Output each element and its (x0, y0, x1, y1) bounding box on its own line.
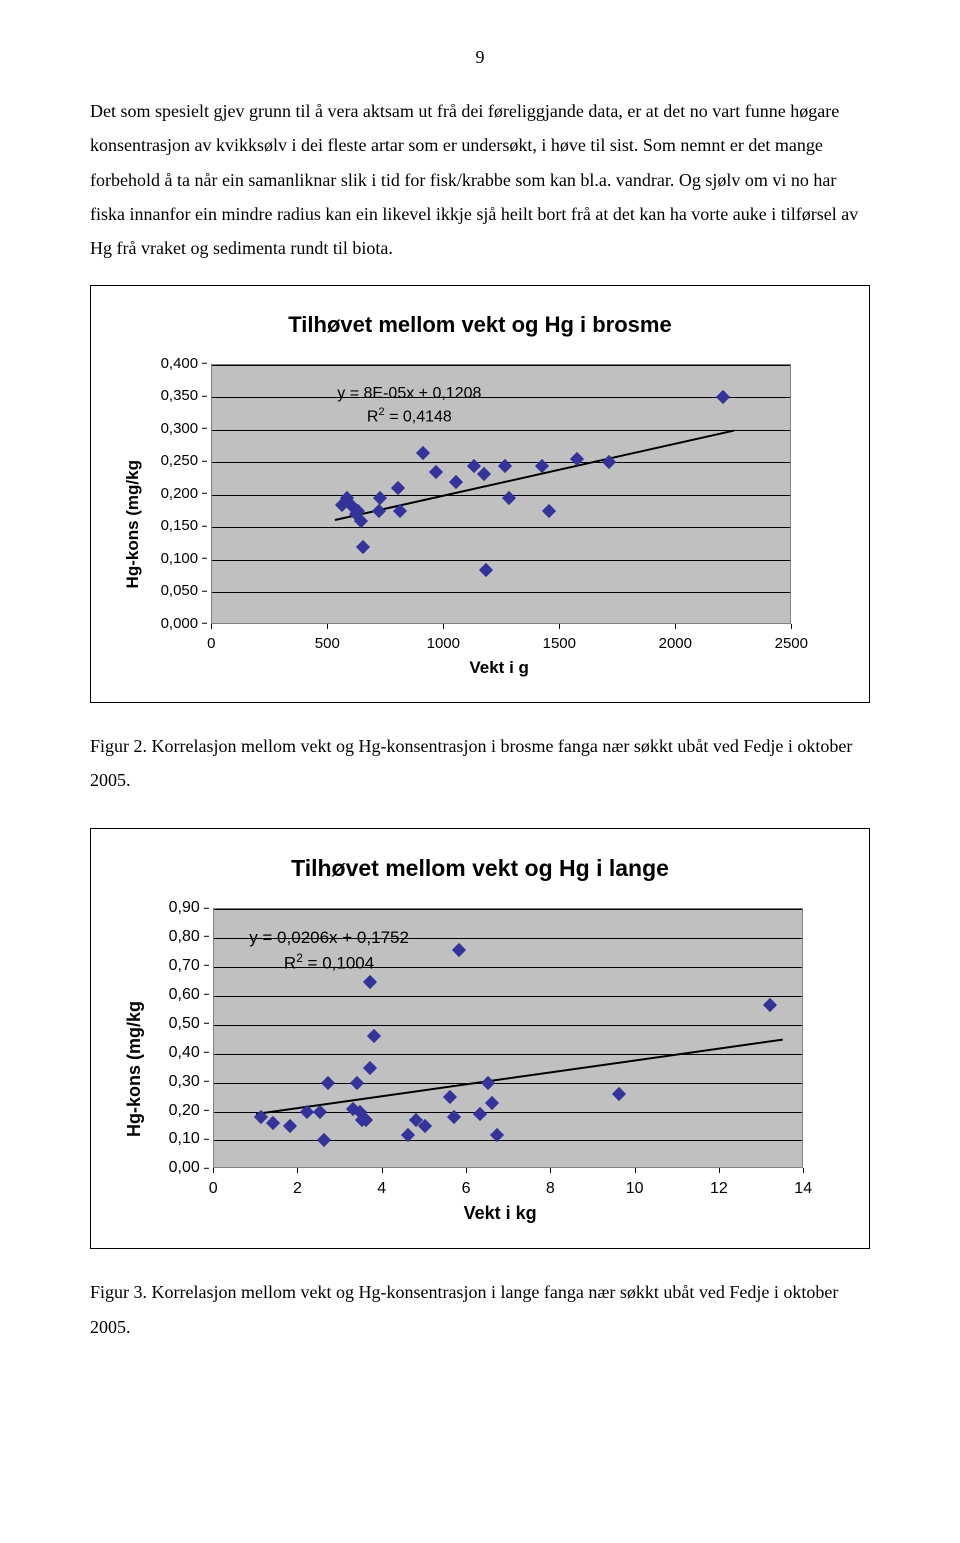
data-point (612, 1087, 626, 1101)
data-point (716, 390, 730, 404)
gridline (214, 1025, 802, 1026)
y-tick-label: 0,70 (157, 951, 209, 981)
y-tick-label: 0,30 (157, 1066, 209, 1096)
data-point (363, 974, 377, 988)
gridline (214, 1140, 802, 1141)
y-tick-label: 0,250 (155, 447, 207, 476)
data-point (372, 504, 386, 518)
data-point (473, 1107, 487, 1121)
trendline (256, 1038, 783, 1114)
chart-title: Tilhøvet mellom vekt og Hg i lange (117, 847, 843, 891)
x-tick-label: 0 (209, 1174, 218, 1204)
x-tick-label: 10 (626, 1174, 644, 1204)
y-tick-label: 0,50 (157, 1009, 209, 1039)
gridline (212, 495, 790, 496)
x-axis-label: Vekt i g (155, 652, 843, 684)
gridline (214, 938, 802, 939)
x-tick-label: 6 (462, 1174, 471, 1204)
y-tick-label: 0,150 (155, 512, 207, 541)
x-tick-label: 12 (710, 1174, 728, 1204)
data-point (443, 1090, 457, 1104)
x-axis-label: Vekt i kg (157, 1196, 843, 1230)
x-tick-label: 0 (207, 630, 215, 659)
data-point (363, 1061, 377, 1075)
data-point (429, 465, 443, 479)
data-point (452, 943, 466, 957)
data-point (391, 481, 405, 495)
data-point (317, 1133, 331, 1147)
x-tick-label: 1000 (427, 630, 460, 659)
data-point (479, 563, 493, 577)
chart-lange: Tilhøvet mellom vekt og Hg i lange Hg-ko… (90, 828, 870, 1250)
data-point (321, 1076, 335, 1090)
y-tick-label: 0,90 (157, 893, 209, 923)
y-axis-label: Hg-kons (mg/kg (117, 460, 149, 588)
gridline (214, 967, 802, 968)
gridline (214, 996, 802, 997)
x-ticks: 02468101214 (213, 1168, 803, 1192)
data-point (542, 504, 556, 518)
regression-equation: y = 8E-05x + 0,1208R2 = 0,4148 (337, 383, 481, 428)
figure-caption: Figur 2. Korrelasjon mellom vekt og Hg-k… (90, 729, 870, 797)
data-point (763, 998, 777, 1012)
y-tick-label: 0,00 (157, 1153, 209, 1183)
y-axis-label: Hg-kons (mg/kg (117, 1001, 151, 1137)
gridline (212, 592, 790, 593)
figure-caption: Figur 3. Korrelasjon mellom vekt og Hg-k… (90, 1275, 870, 1343)
data-point (481, 1076, 495, 1090)
y-tick-label: 0,80 (157, 922, 209, 952)
gridline (212, 527, 790, 528)
y-tick-label: 0,300 (155, 415, 207, 444)
y-tick-label: 0,100 (155, 545, 207, 574)
y-tick-label: 0,350 (155, 382, 207, 411)
y-ticks: 0,000 0,050 0,100 0,150 0,200 0,250 0,30… (155, 364, 211, 684)
data-point (502, 491, 516, 505)
x-tick-label: 8 (546, 1174, 555, 1204)
data-point (356, 540, 370, 554)
x-tick-label: 500 (315, 630, 340, 659)
y-tick-label: 0,400 (155, 350, 207, 379)
data-point (485, 1096, 499, 1110)
data-point (283, 1119, 297, 1133)
body-paragraph: Det som spesielt gjev grunn til å vera a… (90, 94, 870, 265)
gridline (212, 365, 790, 366)
y-tick-label: 0,40 (157, 1038, 209, 1068)
gridline (214, 1083, 802, 1084)
gridline (214, 909, 802, 910)
x-ticks: 05001000150020002500 (211, 624, 791, 648)
regression-equation: y = 0,0206x + 0,1752R2 = 0,1004 (249, 927, 409, 976)
chart-brosme: Tilhøvet mellom vekt og Hg i brosme Hg-k… (90, 285, 870, 703)
x-tick-label: 2 (293, 1174, 302, 1204)
page-number: 9 (90, 40, 870, 74)
x-tick-label: 1500 (543, 630, 576, 659)
gridline (212, 560, 790, 561)
y-tick-label: 0,10 (157, 1124, 209, 1154)
y-tick-label: 0,050 (155, 577, 207, 606)
x-tick-label: 4 (377, 1174, 386, 1204)
y-tick-label: 0,20 (157, 1095, 209, 1125)
plot-area: y = 8E-05x + 0,1208R2 = 0,4148 (211, 364, 791, 624)
x-tick-label: 14 (794, 1174, 812, 1204)
chart-title: Tilhøvet mellom vekt og Hg i brosme (117, 304, 843, 346)
data-point (449, 475, 463, 489)
data-point (498, 459, 512, 473)
data-point (416, 446, 430, 460)
data-point (477, 467, 491, 481)
data-point (266, 1116, 280, 1130)
y-tick-label: 0,60 (157, 980, 209, 1010)
data-point (350, 1076, 364, 1090)
data-point (367, 1029, 381, 1043)
x-tick-label: 2000 (659, 630, 692, 659)
x-tick-label: 2500 (775, 630, 808, 659)
y-tick-label: 0,200 (155, 480, 207, 509)
gridline (212, 430, 790, 431)
y-ticks: 0,00 0,10 0,20 0,30 0,40 0,50 0,60 0,70 … (157, 908, 213, 1230)
y-tick-label: 0,000 (155, 610, 207, 639)
gridline (214, 1054, 802, 1055)
gridline (212, 397, 790, 398)
plot-area: y = 0,0206x + 0,1752R2 = 0,1004 (213, 908, 803, 1168)
data-point (373, 491, 387, 505)
